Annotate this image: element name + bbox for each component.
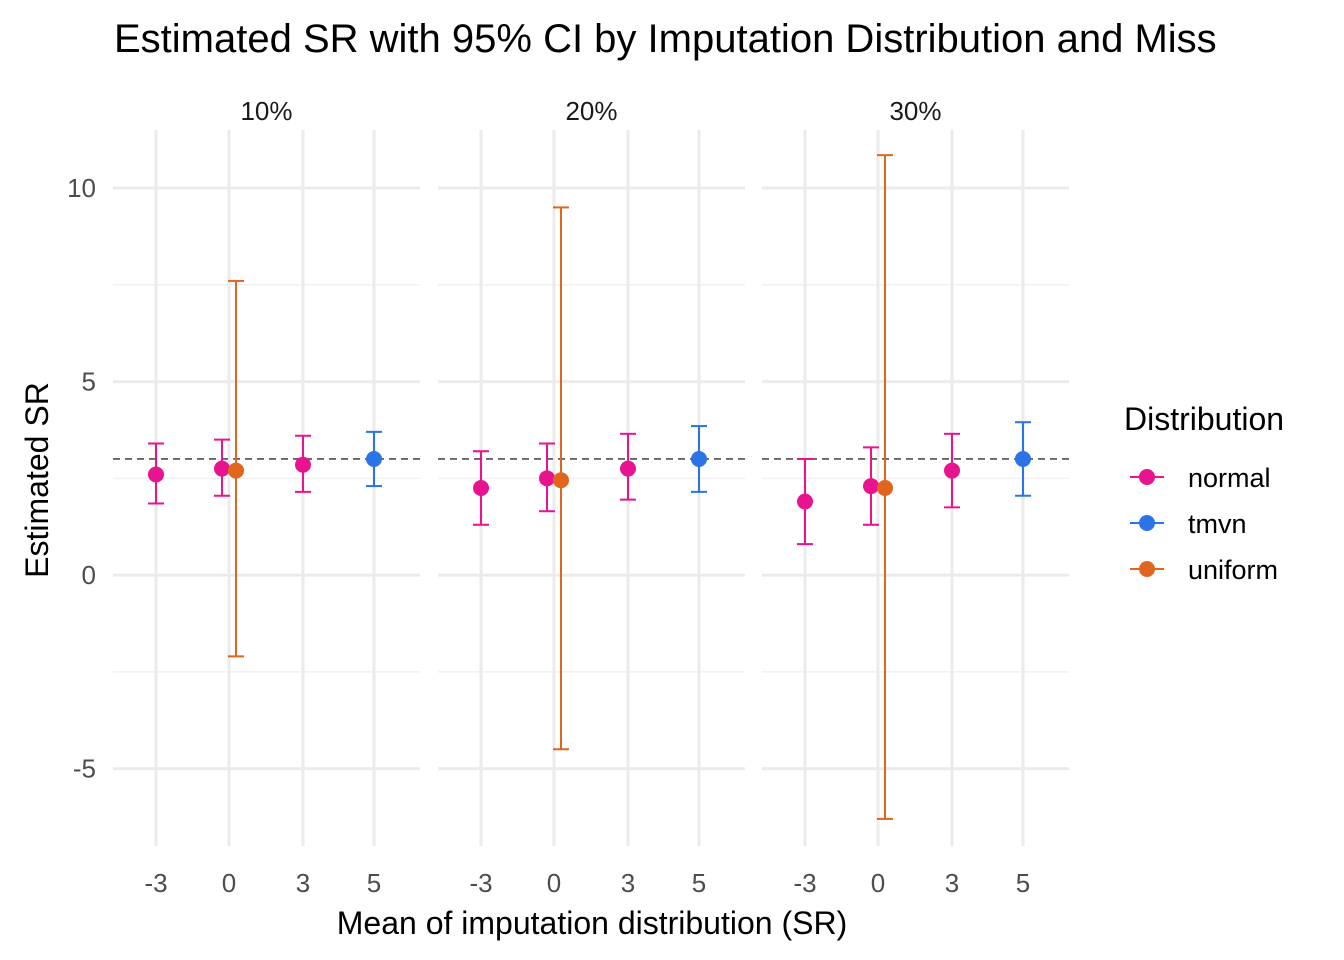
x-tick-label: 0 xyxy=(547,868,561,898)
data-point-tmvn xyxy=(366,430,382,488)
point-marker xyxy=(863,478,879,495)
legend-key-point xyxy=(1139,561,1155,577)
point-marker xyxy=(877,480,893,496)
data-point-uniform xyxy=(877,154,893,820)
legend-label: tmvn xyxy=(1188,509,1247,539)
point-marker xyxy=(691,450,707,467)
x-tick-label: 3 xyxy=(621,868,635,898)
point-marker xyxy=(214,460,230,477)
x-tick-label: -3 xyxy=(469,868,492,898)
legend-label: uniform xyxy=(1188,555,1278,585)
x-tick-label: -3 xyxy=(144,868,167,898)
facet-panels: 10% -3 0 3 5 20% -3 0 3 5 30% -3 0 3 5 xyxy=(113,96,1069,898)
data-point-normal xyxy=(473,450,489,526)
legend-item-uniform: uniform xyxy=(1130,555,1278,585)
point-marker xyxy=(366,450,382,467)
point-marker xyxy=(473,480,489,496)
x-tick-label: -3 xyxy=(793,868,816,898)
data-point-normal xyxy=(295,434,311,493)
point-marker xyxy=(148,466,164,483)
x-tick-label: 5 xyxy=(692,868,706,898)
y-tick-label: 5 xyxy=(82,367,96,397)
point-marker xyxy=(944,462,960,479)
x-axis-label: Mean of imputation distribution (SR) xyxy=(337,905,847,941)
y-tick-label: 10 xyxy=(67,173,96,203)
facet-panel-1: 10% -3 0 3 5 xyxy=(113,96,420,898)
point-marker xyxy=(295,456,311,473)
data-point-normal xyxy=(148,442,164,505)
point-marker xyxy=(620,460,636,477)
point-marker xyxy=(1015,450,1031,467)
point-marker xyxy=(539,470,555,487)
legend-key-point xyxy=(1139,469,1155,485)
legend-title: Distribution xyxy=(1124,401,1284,437)
y-tick-label: -5 xyxy=(73,754,96,784)
data-point-normal xyxy=(797,457,813,546)
x-tick-label: 0 xyxy=(871,868,885,898)
x-tick-label: 3 xyxy=(296,868,310,898)
y-axis: 10 5 0 -5 xyxy=(67,173,96,784)
legend-label: normal xyxy=(1188,463,1271,493)
data-point-normal xyxy=(539,442,555,513)
facet-panel-3: 30% -3 0 3 5 xyxy=(762,96,1069,898)
facet-label: 10% xyxy=(240,96,292,126)
point-marker xyxy=(797,493,813,510)
data-point-tmvn xyxy=(1015,421,1031,497)
legend-key-point xyxy=(1139,515,1155,531)
x-tick-label: 0 xyxy=(222,868,236,898)
y-axis-label: Estimated SR xyxy=(19,382,55,578)
x-tick-label: 3 xyxy=(945,868,959,898)
data-point-normal xyxy=(944,432,960,509)
facet-label: 30% xyxy=(889,96,941,126)
x-tick-label: 5 xyxy=(367,868,381,898)
data-point-tmvn xyxy=(691,425,707,493)
chart-title: Estimated SR with 95% CI by Imputation D… xyxy=(114,17,1217,61)
facet-label: 20% xyxy=(565,96,617,126)
legend: Distribution normal tmvn uniform xyxy=(1124,401,1284,585)
facet-panel-2: 20% -3 0 3 5 xyxy=(438,96,745,898)
y-tick-label: 0 xyxy=(82,560,96,590)
data-point-uniform xyxy=(228,279,244,658)
data-point-normal xyxy=(214,438,230,497)
legend-item-tmvn: tmvn xyxy=(1130,509,1247,539)
point-marker xyxy=(228,462,244,479)
data-point-uniform xyxy=(553,206,569,751)
legend-item-normal: normal xyxy=(1130,463,1271,493)
x-tick-label: 5 xyxy=(1016,868,1030,898)
data-point-normal xyxy=(620,432,636,501)
point-marker xyxy=(553,472,569,489)
data-point-normal xyxy=(863,446,879,526)
